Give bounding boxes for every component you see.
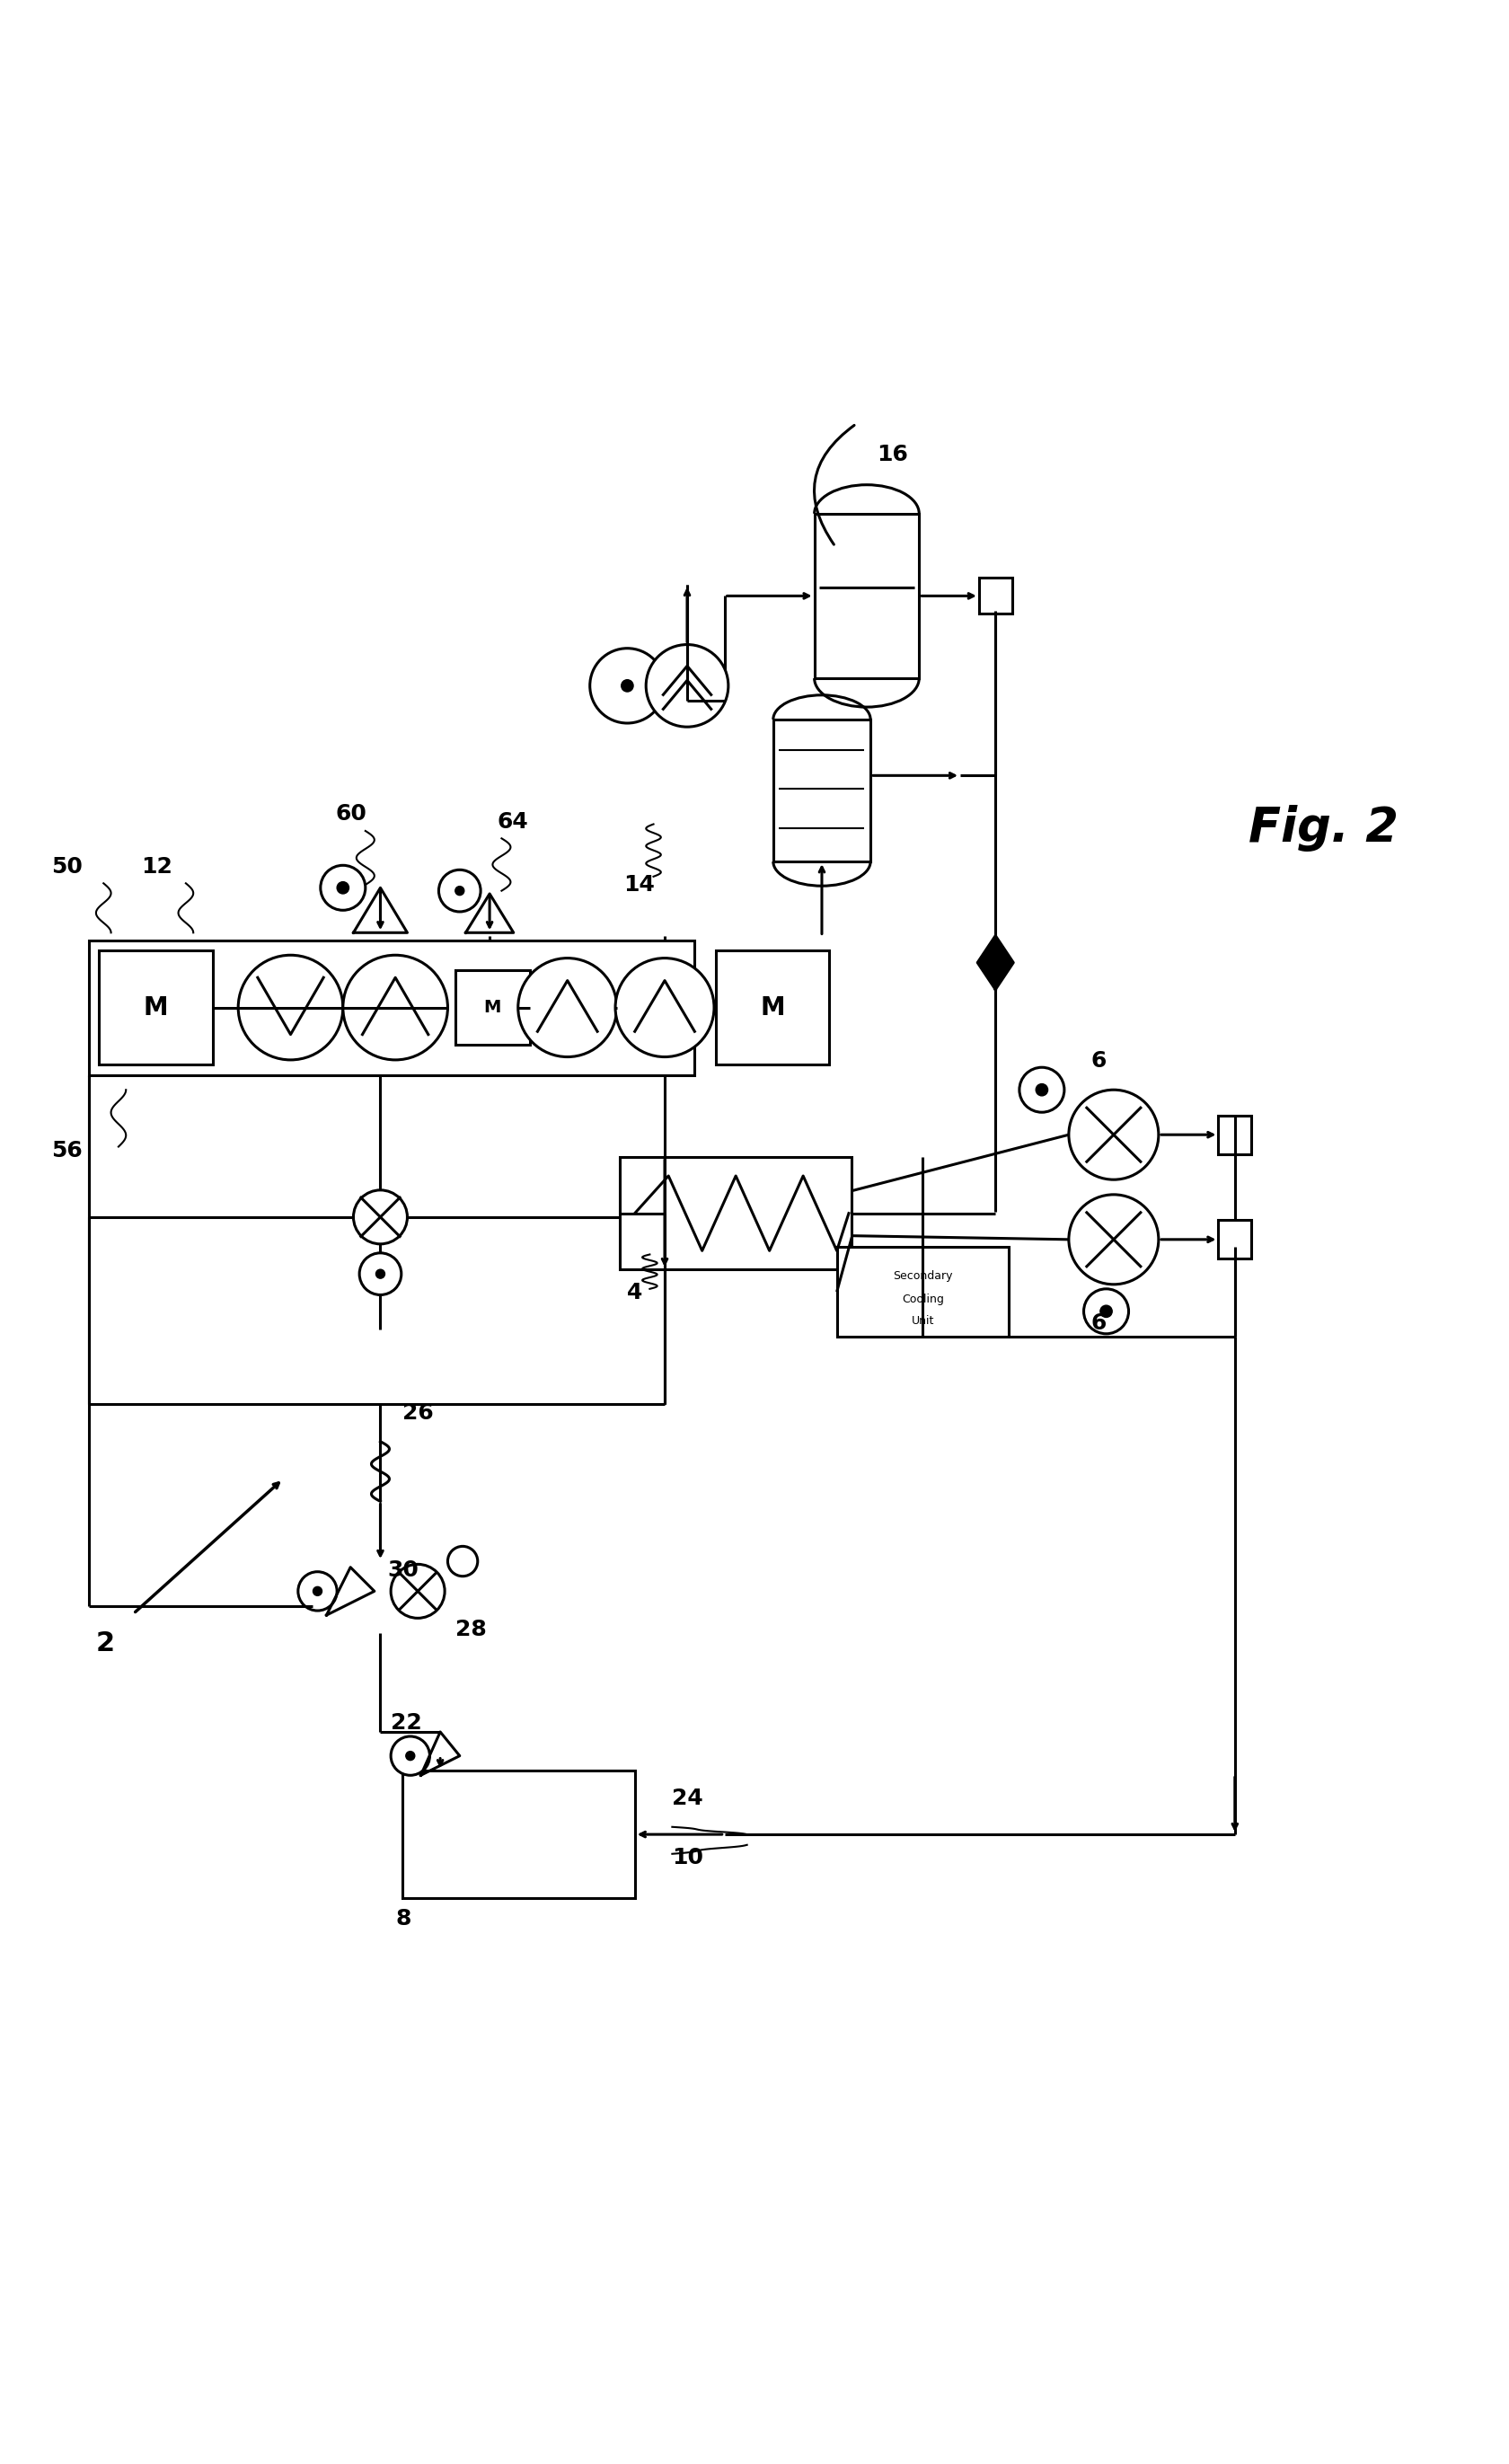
Bar [773, 719, 871, 862]
Text: M: M [761, 995, 785, 1020]
Circle shape [238, 956, 343, 1060]
Circle shape [376, 1269, 385, 1279]
Bar [620, 1158, 851, 1269]
Text: 30: 30 [388, 1560, 420, 1582]
Text: 56: 56 [51, 1141, 83, 1161]
Text: 10: 10 [672, 1848, 703, 1868]
Circle shape [337, 882, 349, 894]
Text: 12: 12 [140, 855, 172, 877]
Bar [403, 1772, 635, 1897]
Polygon shape [978, 936, 1014, 991]
Bar [89, 941, 694, 1074]
Bar [1218, 1220, 1251, 1259]
Circle shape [448, 1547, 478, 1577]
Circle shape [359, 1254, 401, 1296]
Bar [979, 579, 1013, 614]
Text: Secondary: Secondary [893, 1269, 952, 1281]
Circle shape [312, 1587, 321, 1597]
Text: Fig. 2: Fig. 2 [1248, 806, 1399, 850]
Circle shape [439, 870, 481, 912]
Text: 16: 16 [877, 444, 908, 466]
Bar [715, 951, 830, 1064]
Text: 24: 24 [672, 1786, 703, 1809]
Bar [456, 971, 530, 1045]
Circle shape [518, 958, 617, 1057]
Text: 50: 50 [51, 855, 83, 877]
Text: 64: 64 [496, 811, 528, 833]
Circle shape [1068, 1089, 1159, 1180]
Text: 26: 26 [403, 1402, 435, 1424]
Circle shape [320, 865, 365, 909]
Circle shape [622, 680, 634, 692]
Text: 6: 6 [1091, 1050, 1106, 1072]
Bar [815, 513, 919, 678]
Circle shape [391, 1737, 430, 1774]
Circle shape [456, 887, 465, 894]
Text: 4: 4 [628, 1281, 643, 1303]
Text: 6: 6 [1091, 1313, 1106, 1333]
Text: M: M [484, 998, 501, 1015]
Circle shape [1035, 1084, 1047, 1096]
Text: 8: 8 [395, 1907, 410, 1929]
Circle shape [1068, 1195, 1159, 1284]
Circle shape [1020, 1067, 1064, 1111]
Text: 22: 22 [391, 1712, 423, 1732]
Text: 60: 60 [335, 803, 367, 825]
Text: Cooling: Cooling [902, 1294, 945, 1306]
Bar [1218, 1116, 1251, 1153]
Text: M: M [143, 995, 169, 1020]
Circle shape [353, 1190, 407, 1244]
Circle shape [391, 1565, 445, 1619]
Text: 2: 2 [97, 1631, 115, 1656]
Circle shape [299, 1572, 337, 1611]
Circle shape [646, 646, 729, 727]
Circle shape [1100, 1306, 1112, 1318]
Text: 14: 14 [623, 875, 655, 897]
Bar [837, 1247, 1010, 1338]
Circle shape [1083, 1289, 1129, 1333]
Circle shape [616, 958, 714, 1057]
Text: Unit: Unit [911, 1316, 934, 1326]
Bar [100, 951, 213, 1064]
Circle shape [590, 648, 664, 722]
Circle shape [343, 956, 448, 1060]
Text: 28: 28 [456, 1619, 486, 1641]
Circle shape [406, 1752, 415, 1759]
